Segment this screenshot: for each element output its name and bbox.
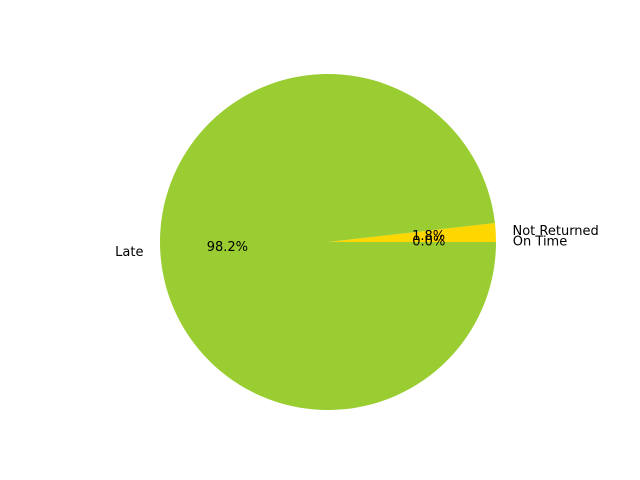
pie-slice-late [159,73,496,410]
pie-percent-on-time: 0.0% [412,235,445,250]
pie-label-late: Late [115,245,143,260]
pie-label-on-time: On Time [513,235,567,250]
pie-percent-late: 98.2% [207,240,248,255]
pie-percent-not-returned: 1.8% [412,229,445,244]
pie-slice-not-returned [328,223,496,242]
pie-slices [159,73,496,410]
pie-label-not-returned: Not Returned [513,224,599,239]
pie-labels: On Time 0.0% Not Returned 1.8% Late 98.2% [115,224,599,260]
